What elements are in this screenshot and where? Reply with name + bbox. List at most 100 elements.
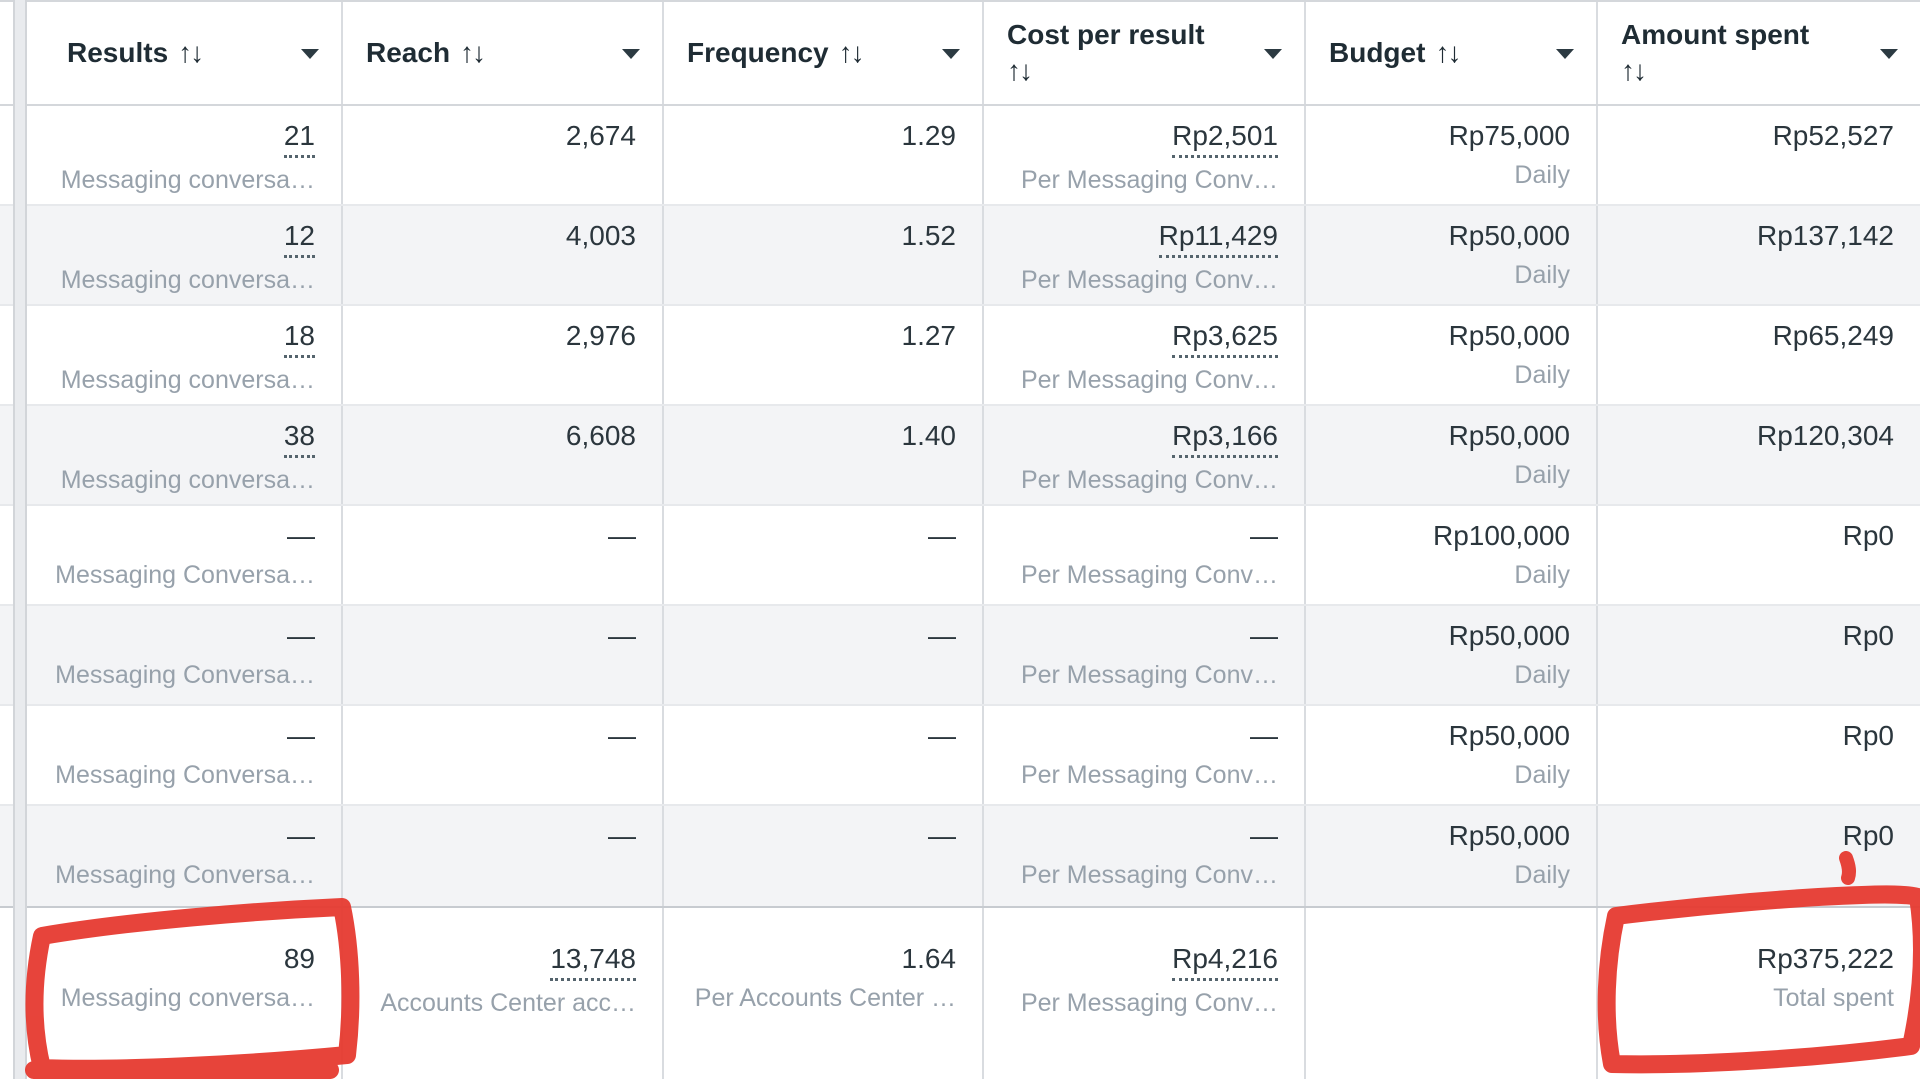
chevron-down-icon[interactable] bbox=[301, 49, 319, 59]
chevron-down-icon[interactable] bbox=[1880, 49, 1898, 59]
budget-cell: Rp50,000 Daily bbox=[1306, 206, 1598, 304]
reach-total-label: Accounts Center acc… bbox=[380, 989, 636, 1017]
chevron-down-icon[interactable] bbox=[1556, 49, 1574, 59]
budget-cell: Rp50,000 Daily bbox=[1306, 606, 1598, 704]
results-value: — bbox=[287, 620, 315, 651]
column-header-reach[interactable]: Reach ↑↓ bbox=[343, 2, 664, 104]
budget-type-label: Daily bbox=[1514, 461, 1570, 489]
budget-type-label: Daily bbox=[1514, 561, 1570, 589]
reach-value: 2,976 bbox=[565, 320, 636, 351]
budget-type-label: Daily bbox=[1514, 861, 1570, 889]
results-value-link[interactable]: 12 bbox=[283, 219, 315, 258]
cost-value-link[interactable]: Rp3,625 bbox=[1172, 319, 1278, 358]
sort-arrows-icon[interactable]: ↑↓ bbox=[178, 37, 204, 68]
cost-type-label: Per Messaging Conv… bbox=[1020, 561, 1278, 589]
amount-spent-total-label: Total spent bbox=[1773, 984, 1894, 1012]
cost-value-link[interactable]: Rp2,501 bbox=[1172, 119, 1278, 158]
amount-spent-cell: Rp137,142 bbox=[1598, 206, 1920, 304]
reach-total-cell: 13,748 Accounts Center acc… bbox=[343, 908, 664, 1079]
table-row: — Messaging Conversa… — — — Per Messagin… bbox=[0, 606, 1920, 706]
cost-type-label: Per Messaging Conv… bbox=[1020, 166, 1278, 194]
reach-value: — bbox=[608, 820, 636, 851]
column-header-results[interactable]: Results ↑↓ bbox=[27, 2, 343, 104]
column-label-results: Results bbox=[67, 37, 169, 68]
results-cell: 38 Messaging conversa… bbox=[27, 406, 343, 504]
sort-arrows-icon[interactable]: ↑↓ bbox=[1435, 37, 1461, 68]
cost-value-link[interactable]: Rp3,166 bbox=[1172, 419, 1278, 458]
amount-spent-value: Rp52,527 bbox=[1772, 120, 1894, 151]
table-row: — Messaging Conversa… — — — Per Messagin… bbox=[0, 506, 1920, 606]
results-type-label: Messaging conversa… bbox=[60, 466, 315, 494]
frequency-value: 1.29 bbox=[901, 120, 957, 151]
reach-cell: 2,674 bbox=[343, 106, 664, 204]
cost-per-result-cell: Rp2,501 Per Messaging Conv… bbox=[984, 106, 1306, 204]
column-header-amount-spent[interactable]: Amount spent ↑↓ bbox=[1598, 2, 1920, 104]
budget-cell: Rp100,000 Daily bbox=[1306, 506, 1598, 604]
column-header-frequency[interactable]: Frequency ↑↓ bbox=[664, 2, 984, 104]
frequency-value: — bbox=[928, 820, 956, 851]
reach-value: 6,608 bbox=[565, 420, 636, 451]
reach-total-value-link[interactable]: 13,748 bbox=[550, 942, 636, 981]
sort-arrows-icon[interactable]: ↑↓ bbox=[838, 37, 865, 68]
cost-per-result-cell: — Per Messaging Conv… bbox=[984, 706, 1306, 804]
results-cell: — Messaging Conversa… bbox=[27, 606, 343, 704]
budget-value: Rp50,000 bbox=[1448, 820, 1570, 851]
frequency-cell: — bbox=[664, 806, 984, 906]
cost-value-link[interactable]: Rp11,429 bbox=[1158, 219, 1278, 258]
reach-cell: 2,976 bbox=[343, 306, 664, 404]
column-label-cost-per-result: Cost per result bbox=[1007, 19, 1205, 50]
amount-spent-total-value: Rp375,222 bbox=[1756, 943, 1894, 974]
results-type-label: Messaging conversa… bbox=[60, 166, 315, 194]
reach-cell: 4,003 bbox=[343, 206, 664, 304]
budget-value: Rp50,000 bbox=[1448, 320, 1570, 351]
amount-spent-cell: Rp65,249 bbox=[1598, 306, 1920, 404]
amount-spent-cell: Rp0 bbox=[1598, 706, 1920, 804]
cost-value: — bbox=[1250, 520, 1278, 551]
frozen-column-divider bbox=[13, 0, 27, 1079]
results-value: — bbox=[287, 520, 315, 551]
table-totals-row: 89 Messaging conversa… 13,748 Accounts C… bbox=[0, 906, 1920, 1079]
results-total-cell: 89 Messaging conversa… bbox=[27, 908, 343, 1079]
sort-arrows-icon[interactable]: ↑↓ bbox=[460, 37, 486, 68]
sort-arrows-icon[interactable]: ↑↓ bbox=[1621, 55, 1647, 86]
table-row: — Messaging Conversa… — — — Per Messagin… bbox=[0, 706, 1920, 806]
budget-value: Rp50,000 bbox=[1448, 220, 1570, 251]
table-row: — Messaging Conversa… — — — Per Messagin… bbox=[0, 806, 1920, 906]
budget-value: Rp75,000 bbox=[1448, 120, 1570, 151]
amount-spent-value: Rp0 bbox=[1842, 520, 1894, 551]
sort-arrows-icon[interactable]: ↑↓ bbox=[1007, 55, 1033, 86]
results-value-link[interactable]: 38 bbox=[283, 419, 315, 458]
results-value-link[interactable]: 18 bbox=[283, 319, 315, 358]
amount-spent-total-cell: Rp375,222 Total spent bbox=[1598, 908, 1920, 1079]
budget-type-label: Daily bbox=[1514, 261, 1570, 289]
results-type-label: Messaging Conversa… bbox=[55, 861, 315, 889]
budget-value: Rp50,000 bbox=[1448, 720, 1570, 751]
amount-spent-value: Rp65,249 bbox=[1772, 320, 1894, 351]
budget-cell: Rp50,000 Daily bbox=[1306, 806, 1598, 906]
results-cell: 12 Messaging conversa… bbox=[27, 206, 343, 304]
table-row: 12 Messaging conversa… 4,003 1.52 Rp11,4… bbox=[0, 206, 1920, 306]
chevron-down-icon[interactable] bbox=[622, 49, 640, 59]
results-value: — bbox=[287, 820, 315, 851]
results-value-link[interactable]: 21 bbox=[283, 119, 315, 158]
amount-spent-value: Rp0 bbox=[1842, 620, 1894, 651]
column-label-amount-spent: Amount spent bbox=[1621, 19, 1810, 50]
reach-cell: 6,608 bbox=[343, 406, 664, 504]
results-total-value: 89 bbox=[283, 943, 315, 974]
budget-value: Rp50,000 bbox=[1448, 620, 1570, 651]
frequency-value: 1.27 bbox=[901, 320, 957, 351]
frequency-cell: 1.27 bbox=[664, 306, 984, 404]
results-cell: 18 Messaging conversa… bbox=[27, 306, 343, 404]
chevron-down-icon[interactable] bbox=[942, 49, 960, 59]
cost-total-value-link[interactable]: Rp4,216 bbox=[1172, 942, 1278, 981]
chevron-down-icon[interactable] bbox=[1264, 49, 1282, 59]
column-header-budget[interactable]: Budget ↑↓ bbox=[1306, 2, 1598, 104]
table-header-row: Results ↑↓ Reach ↑↓ Frequency ↑↓ Cost per r… bbox=[0, 0, 1920, 106]
column-header-cost-per-result[interactable]: Cost per result ↑↓ bbox=[984, 2, 1306, 104]
frequency-total-value: 1.64 bbox=[901, 943, 957, 974]
amount-spent-cell: Rp0 bbox=[1598, 806, 1920, 906]
frequency-cell: 1.52 bbox=[664, 206, 984, 304]
frequency-value: 1.40 bbox=[901, 420, 957, 451]
cost-type-label: Per Messaging Conv… bbox=[1020, 661, 1278, 689]
